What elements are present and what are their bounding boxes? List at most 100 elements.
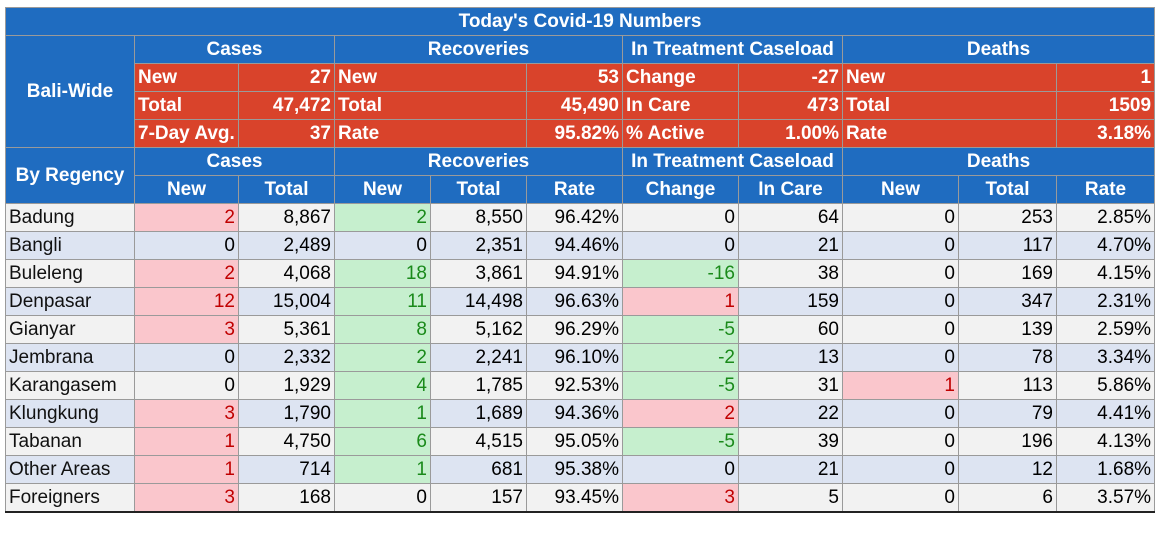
regency-name: Buleleng [5,259,135,288]
cell-treat-incare: 60 [738,315,843,344]
cell-rec-total: 4,515 [430,427,527,456]
regency-name: Karangasem [5,371,135,400]
table-row: Buleleng 2 4,068 18 3,861 94.91% -16 38 0 169 4.15… [5,259,1156,288]
cell-rec-new: 0 [334,231,431,260]
col-header-rec-total: Total [430,175,527,204]
cell-deaths-rate: 2.31% [1055,287,1156,316]
cell-rec-total: 681 [430,455,527,484]
cell-rec-new: 6 [334,427,431,456]
cell-deaths-total: 78 [958,343,1057,372]
bali-treatment-value: 1.00% [738,119,843,148]
cell-cases-new: 1 [134,427,239,456]
cell-cases-new: 0 [134,231,239,260]
cell-rec-rate: 96.29% [526,315,623,344]
cell-deaths-total: 79 [958,399,1057,428]
regency-treatment-header: In Treatment Caseload [622,147,843,176]
cell-cases-total: 1,790 [238,399,335,428]
bali-deaths-label: Total [842,91,1057,120]
cell-rec-total: 2,241 [430,343,527,372]
cell-rec-rate: 96.10% [526,343,623,372]
cell-deaths-total: 253 [958,203,1057,232]
cell-deaths-total: 6 [958,483,1057,513]
cell-treat-change: -5 [622,315,739,344]
cell-cases-total: 8,867 [238,203,335,232]
bali-cases-label: New [134,63,239,92]
cell-deaths-new: 0 [842,483,959,513]
cell-cases-new: 0 [134,343,239,372]
cell-rec-rate: 93.45% [526,483,623,513]
regency-name: Badung [5,203,135,232]
cell-rec-rate: 96.63% [526,287,623,316]
bali-recoveries-label: Total [334,91,527,120]
cell-treat-change: -16 [622,259,739,288]
cell-cases-total: 168 [238,483,335,513]
cell-deaths-new: 0 [842,427,959,456]
regency-name: Gianyar [5,315,135,344]
cell-rec-new: 0 [334,483,431,513]
bali-deaths-value: 1 [1055,63,1156,92]
bali-deaths-value: 3.18% [1055,119,1156,148]
cell-deaths-new: 0 [842,315,959,344]
cell-treat-incare: 39 [738,427,843,456]
bali-cases-value: 47,472 [238,91,335,120]
cell-rec-total: 8,550 [430,203,527,232]
cell-cases-total: 714 [238,455,335,484]
regency-recoveries-header: Recoveries [334,147,623,176]
cell-rec-rate: 94.91% [526,259,623,288]
bali-deaths-value: 1509 [1055,91,1156,120]
cell-cases-total: 4,068 [238,259,335,288]
cell-treat-change: 1 [622,287,739,316]
col-header-treat-incare: In Care [738,175,843,204]
bali-recoveries-label: Rate [334,119,527,148]
regency-name: Klungkung [5,399,135,428]
cell-treat-change: -5 [622,427,739,456]
cell-treat-incare: 64 [738,203,843,232]
section-deaths-header: Deaths [841,35,1156,64]
cell-deaths-new: 0 [842,203,959,232]
col-header-cases-new: New [134,175,239,204]
cell-cases-new: 3 [134,315,239,344]
cell-deaths-rate: 4.70% [1055,231,1156,260]
cell-rec-rate: 95.38% [526,455,623,484]
cell-cases-total: 15,004 [238,287,335,316]
regency-name: Foreigners [5,483,135,513]
table-title: Today's Covid-19 Numbers [4,7,1156,36]
cell-cases-new: 3 [134,399,239,428]
cell-deaths-rate: 4.41% [1055,399,1156,428]
cell-rec-new: 11 [334,287,431,316]
cell-cases-new: 1 [134,455,239,484]
cell-cases-total: 1,929 [238,371,335,400]
regency-name: Bangli [5,231,135,260]
cell-rec-rate: 96.42% [526,203,623,232]
bali-treatment-value: 473 [738,91,843,120]
cell-treat-incare: 21 [738,231,843,260]
cell-rec-total: 5,162 [430,315,527,344]
cell-rec-total: 1,689 [430,399,527,428]
cell-deaths-total: 117 [958,231,1057,260]
cell-cases-total: 4,750 [238,427,335,456]
by-regency-label: By Regency [5,147,135,204]
col-header-deaths-new: New [842,175,959,204]
cell-rec-total: 2,351 [430,231,527,260]
table-row: Denpasar 12 15,004 11 14,498 96.63% 1 159 0 347 2.… [5,287,1156,316]
cell-rec-new: 4 [334,371,431,400]
cell-treat-change: 0 [622,455,739,484]
cell-cases-new: 0 [134,371,239,400]
cell-rec-rate: 94.36% [526,399,623,428]
cell-treat-change: 0 [622,203,739,232]
cell-deaths-rate: 4.13% [1055,427,1156,456]
bali-wide-label: Bali-Wide [5,35,135,148]
table-row: Jembrana 0 2,332 2 2,241 96.10% -2 13 0 78 3.34% [5,343,1156,372]
cell-rec-total: 157 [430,483,527,513]
cell-deaths-rate: 3.57% [1055,483,1156,513]
cell-rec-rate: 95.05% [526,427,623,456]
cell-deaths-rate: 2.85% [1055,203,1156,232]
cell-cases-total: 2,332 [238,343,335,372]
cell-rec-new: 1 [334,399,431,428]
col-header-cases-total: Total [238,175,335,204]
col-header-deaths-rate: Rate [1055,175,1156,204]
cell-treat-change: -2 [622,343,739,372]
cell-cases-total: 2,489 [238,231,335,260]
bali-recoveries-value: 45,490 [526,91,623,120]
regency-name: Jembrana [5,343,135,372]
